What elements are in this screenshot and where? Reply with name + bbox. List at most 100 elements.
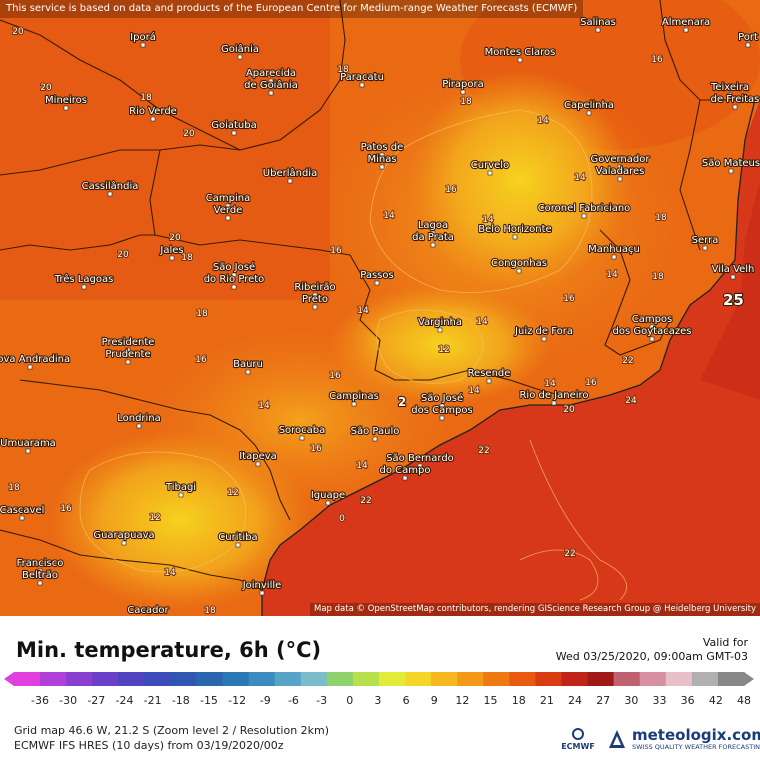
ocean-deep [700,180,760,400]
city-marker [617,176,623,182]
scale-swatch [639,672,667,686]
isoline-value: 16 [563,294,575,304]
city-label: Londrina [117,413,161,424]
scale-swatch [535,672,562,686]
city-marker [259,590,265,596]
city-label: Resende [468,368,511,379]
isoline-value: 14 [468,386,480,396]
city-label: Rio de Janeiro [519,390,588,401]
city-marker [19,515,25,521]
city-label: Varginha [418,317,462,328]
city-marker [140,42,146,48]
scale-swatch [222,672,250,686]
city-marker [178,492,184,498]
city-marker [487,170,493,176]
city-labels: Salinas Almenara Port Iporá Goiânia Aparecida… [0,16,760,616]
cool-zone [150,330,450,510]
isoline-value: 0 [339,514,345,524]
city-label: Campinas [329,391,379,402]
isoline-value: 20 [12,27,24,37]
city-label: Belo Horizonte [478,224,551,235]
city-label: Francisco [17,558,64,569]
city-label: Valadares [596,166,645,177]
isoline-value: 14 [383,211,395,221]
isoline-value: 18 [8,483,20,493]
city-marker [374,280,380,286]
isoline-value: 18 [652,272,664,282]
city-marker [730,274,736,280]
city-label: Iguape [311,490,345,501]
city-marker [351,401,357,407]
scale-tick-label: 33 [653,694,667,707]
city-marker [255,461,261,467]
city-marker [37,580,43,586]
city-label: Coronel Fabriciano [538,203,631,214]
scale-tick-label: 0 [346,694,353,707]
city-label: Goiatuba [211,120,257,131]
min-value-label: 2 [398,395,406,409]
city-marker [430,242,436,248]
scale-swatch [587,672,615,686]
isoline-value: 18 [337,65,349,75]
scale-tick-label: -21 [144,694,162,707]
temperature-map[interactable]: Salinas Almenara Port Iporá Goiânia Aparecida… [0,0,760,616]
city-label: do Campo [380,465,431,476]
city-label: Aparecida [246,68,296,79]
city-label: de Freitas [711,94,760,105]
scale-swatch [274,672,302,686]
city-marker [25,448,31,454]
city-label: Presidente [102,337,155,348]
city-label: São Bernardo [386,453,454,464]
city-marker [379,164,385,170]
city-label: Preto [302,294,328,305]
scale-swatch [405,672,432,686]
city-marker [121,540,127,546]
scale-tick-label: 48 [737,694,751,707]
city-label: Port [738,32,758,43]
isoline-value: 18 [460,97,472,107]
scale-tick-label: -36 [31,694,49,707]
city-label: Capelinha [564,100,614,111]
city-label: Montes Claros [485,47,556,58]
city-marker [430,230,436,236]
city-marker [359,82,365,88]
isoline-value: 18 [181,253,193,263]
city-marker [125,347,131,353]
ecmwf-icon [572,728,584,740]
scale-swatch [691,672,719,686]
valid-label: Valid for [702,636,748,649]
scale-tick-label: -9 [260,694,271,707]
city-marker [150,116,156,122]
city-marker [439,403,445,409]
scale-swatch [457,672,484,686]
city-marker [512,234,518,240]
scale-tick-label: 15 [484,694,498,707]
city-label: Vila Velh [712,264,755,275]
scale-swatch [431,672,458,686]
isoline-value: 16 [329,371,341,381]
isoline-value: 12 [227,488,238,498]
isoline-value: 20 [40,83,52,93]
city-label: Três Lagoas [54,273,114,285]
isoline-value: 14 [164,568,176,578]
scale-tick-label: -6 [288,694,299,707]
scale-tick-label: 24 [568,694,582,707]
city-marker [649,324,655,330]
scale-swatch [509,672,536,686]
isoline-value: 14 [357,306,369,316]
scale-tick-label: 21 [540,694,554,707]
scale-swatch [613,672,641,686]
city-marker [268,78,274,84]
city-label: Umuarama [0,438,56,449]
isoline-value: 20 [117,250,129,260]
city-label: Ribeirão [294,282,335,293]
isoline-value: 22 [622,356,633,366]
city-label: Manhuaçu [588,244,640,255]
city-marker [237,54,243,60]
ecmwf-logo[interactable]: ECMWF [560,728,596,751]
city-marker [541,336,547,342]
city-label: Goiânia [221,43,259,55]
isoline-value: 22 [360,496,371,506]
city-marker [611,254,617,260]
